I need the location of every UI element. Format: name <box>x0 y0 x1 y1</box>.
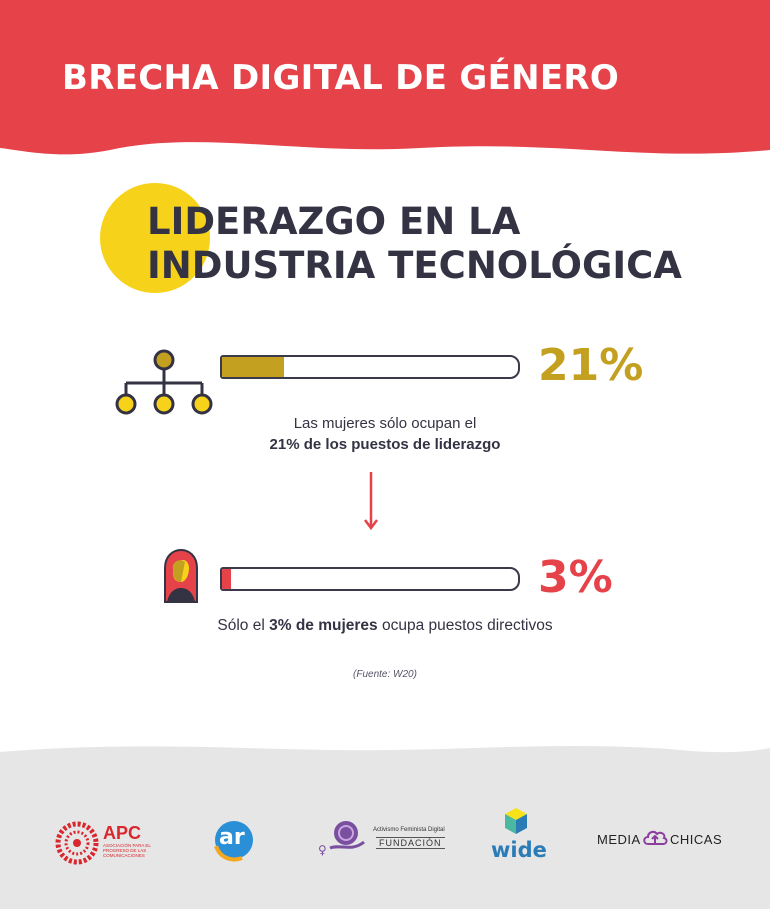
ar-logo-text: ar <box>219 825 245 850</box>
directors-percent: 3% <box>538 552 613 603</box>
header-background <box>0 0 770 155</box>
footer-background <box>0 745 770 909</box>
leadership-caption: Las mujeres sólo ocupan el 21% de los pu… <box>0 415 770 453</box>
org-chart-icon <box>115 349 213 415</box>
apc-logo-text: APC <box>103 823 142 843</box>
directors-caption: Sólo el 3% de mujeres ocupa puestos dire… <box>0 617 770 635</box>
apc-logo-icon <box>55 821 99 865</box>
leadership-caption-line2: 21% de los puestos de liderazgo <box>269 436 501 453</box>
svg-text:♀: ♀ <box>318 843 327 856</box>
source-note: (Fuente: W20) <box>353 669 417 680</box>
section-title: LIDERAZGO EN LA INDUSTRIA TECNOLÓGICA <box>147 200 682 288</box>
yellow-circle-decoration <box>100 183 210 293</box>
fundacion-logo-text-line2: FUNDACIÓN <box>376 837 445 849</box>
directors-caption-bold: 3% de mujeres <box>269 617 378 634</box>
woman-icon <box>164 548 198 603</box>
footer <box>0 740 770 909</box>
mediachicas-logo-text-left: MEDIA <box>597 832 641 847</box>
fundacion-logo-text-line1: Activismo Feminista Digital <box>373 827 445 833</box>
leadership-percent: 21% <box>538 340 644 391</box>
leadership-bar <box>220 355 520 379</box>
wide-logo-text: wide <box>491 838 547 862</box>
apc-logo-subtext: ASOCIACIÓN PARA EL PROGRESO DE LAS COMUN… <box>103 843 151 858</box>
cloud-upload-icon <box>643 830 668 845</box>
leadership-caption-line1: Las mujeres sólo ocupan el <box>293 415 477 432</box>
section-title-line2: INDUSTRIA TECNOLÓGICA <box>147 244 682 287</box>
page-title: BRECHA DIGITAL DE GÉNERO <box>62 58 620 98</box>
wide-logo-icon <box>505 808 527 834</box>
directors-bar-fill <box>222 569 231 589</box>
leadership-bar-fill <box>222 357 285 377</box>
directors-caption-post: ocupa puestos directivos <box>377 617 553 634</box>
directors-bar <box>220 567 520 591</box>
mediachicas-logo-text-right: CHICAS <box>670 832 723 847</box>
section-title-line1: LIDERAZGO EN LA <box>147 200 521 243</box>
down-arrow-icon <box>364 472 378 531</box>
directors-caption-pre: Sólo el <box>217 617 270 634</box>
fundacion-logo-icon: ♀ <box>318 821 365 856</box>
header-banner: BRECHA DIGITAL DE GÉNERO <box>0 0 770 170</box>
ar-logo-icon <box>214 821 253 862</box>
